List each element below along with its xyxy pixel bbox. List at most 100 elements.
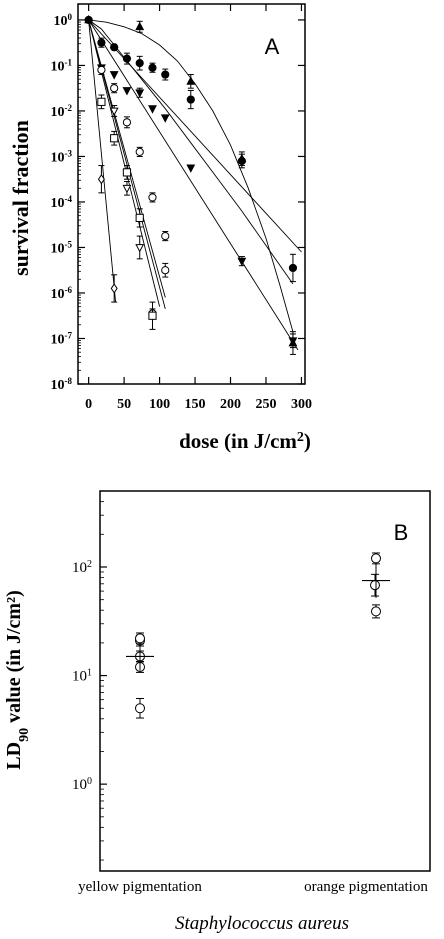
panel-b-data-point bbox=[135, 703, 145, 714]
panel-a-data-point bbox=[97, 97, 106, 106]
panel-a-data-point bbox=[122, 87, 132, 96]
panel-b-y-tick-label-exp: 1 bbox=[87, 667, 92, 678]
panel-a-x-tick-label: 100 bbox=[149, 397, 170, 412]
panel-a-x-tick-label: 200 bbox=[220, 397, 241, 412]
panel-a-data-point bbox=[237, 156, 246, 166]
panel-a-letter: A bbox=[265, 34, 280, 59]
panel-a-y-tick-label: 10-1 bbox=[51, 57, 73, 74]
panel-a-x-tick-label: 300 bbox=[291, 397, 312, 412]
panel-a-y-tick-label: 10-5 bbox=[51, 239, 73, 256]
panel-a-data-point bbox=[122, 184, 132, 194]
panel-a-fit-curve bbox=[88, 19, 161, 307]
panel-a-y-tick-label: 10-7 bbox=[51, 330, 73, 347]
panel-a-data-point bbox=[135, 59, 144, 68]
panel-b-y-tick-label-base: 10 bbox=[72, 669, 87, 685]
panel-a-fit-curve bbox=[88, 19, 117, 303]
panel-b-data-point bbox=[135, 633, 145, 644]
panel-a-y-tick-label-exp: -8 bbox=[65, 376, 73, 386]
panel-b-y-axis-title: LD90 value (in J/cm²) bbox=[3, 590, 32, 769]
panel-b-data-point bbox=[370, 580, 380, 591]
panel-a-data-point bbox=[84, 15, 93, 25]
panel-b-y-tick-label: 101 bbox=[72, 667, 92, 685]
panel-a-x-axis-title-sup: 2 bbox=[297, 430, 304, 445]
panel-a-y-tick-label-exp: 0 bbox=[68, 12, 73, 22]
panel-a-y-tick-label-base: 10 bbox=[51, 287, 65, 302]
panel-b-y-axis-title-suffix: value (in J/cm²) bbox=[3, 590, 25, 728]
panel-a-data-point bbox=[186, 164, 196, 173]
panel-a-data-point bbox=[161, 231, 170, 241]
panel-b-y-axis-title-sub: 90 bbox=[17, 728, 32, 742]
panel-a-y-tick-label-base: 10 bbox=[51, 59, 65, 74]
panel-a-y-tick-label: 100 bbox=[54, 12, 73, 29]
panel-a-data-point bbox=[110, 134, 119, 143]
panel-a-y-tick-label-base: 10 bbox=[51, 378, 65, 393]
panel-a-fit-curve bbox=[88, 19, 294, 285]
panel-a-data-point bbox=[148, 193, 157, 202]
panel-b-data-point bbox=[371, 606, 381, 617]
panel-a-data-point bbox=[122, 168, 132, 177]
panel-a-data-point bbox=[135, 244, 145, 253]
panel-a-data-point bbox=[109, 71, 119, 80]
panel-a-x-tick-label: 250 bbox=[255, 397, 276, 412]
panel-a-y-tick-label-exp: -1 bbox=[65, 57, 73, 67]
panel-a-data-point bbox=[122, 54, 132, 63]
panel-a-y-tick-label-base: 10 bbox=[54, 14, 68, 29]
panel-a-y-tick-label-base: 10 bbox=[51, 105, 65, 120]
panel-a-y-tick-label-exp: -2 bbox=[65, 103, 73, 113]
panel-a-data-point bbox=[161, 70, 170, 79]
panel-a-y-axis-title: survival fraction bbox=[8, 120, 33, 276]
panel-a-y-tick-label-exp: -4 bbox=[65, 194, 73, 204]
panel-a-y-tick-label: 10-2 bbox=[51, 103, 73, 120]
panel-a-x-tick-label: 0 bbox=[85, 397, 92, 412]
panel-a-data-point bbox=[237, 257, 247, 267]
panel-b-y-tick-label: 100 bbox=[72, 776, 92, 794]
panel-a-y-tick-label-exp: -5 bbox=[65, 239, 73, 249]
panel-a-data-point bbox=[186, 95, 195, 104]
panel-a-x-axis-title-close: ) bbox=[304, 429, 311, 453]
panel-a-y-tick-label: 10-3 bbox=[51, 148, 73, 165]
panel-a-y-tick-label: 10-4 bbox=[51, 194, 73, 211]
panel-a-fit-curve bbox=[88, 19, 299, 351]
panel-a-data-point bbox=[161, 266, 170, 275]
panel-b-category-label-orange: orange pigmentation bbox=[304, 879, 428, 895]
panel-a-data-point bbox=[135, 21, 145, 31]
panel-a-data-point bbox=[122, 118, 132, 127]
panel-a-y-tick-label-exp: -6 bbox=[65, 285, 73, 295]
panel-a-data-point bbox=[97, 38, 106, 47]
panel-a-y-tick-label: 10-8 bbox=[51, 376, 73, 393]
panel-a-data-point bbox=[148, 105, 157, 114]
panel-a-data-point bbox=[97, 173, 105, 185]
panel-a-data-point bbox=[148, 63, 157, 72]
panel-a-data-point bbox=[288, 263, 298, 273]
panel-b-y-tick-label: 102 bbox=[72, 559, 92, 577]
panel-a-data-point bbox=[160, 114, 170, 123]
panel-b-y-tick-label-exp: 2 bbox=[87, 559, 92, 570]
panel-b-y-tick-label-exp: 0 bbox=[87, 776, 92, 787]
panel-a-data-point bbox=[110, 43, 119, 51]
panel-a-y-tick-label-base: 10 bbox=[51, 241, 65, 256]
panel-a-data-point bbox=[97, 65, 106, 75]
panel-a-data-point bbox=[135, 147, 144, 157]
panel-b-category-label-yellow: yellow pigmentation bbox=[78, 879, 202, 895]
panel-a-data-point bbox=[186, 76, 196, 85]
panel-a-y-tick-label-base: 10 bbox=[51, 332, 65, 347]
panel-a-frame bbox=[77, 3, 306, 385]
panel-a-data-point bbox=[288, 337, 298, 346]
panel-a-y-tick-label-base: 10 bbox=[51, 196, 65, 211]
panel-b-y-tick-label-base: 10 bbox=[72, 560, 87, 576]
panel-a-x-tick-label: 150 bbox=[185, 397, 206, 412]
panel-a-data-point bbox=[135, 213, 144, 222]
panel-b-frame bbox=[99, 490, 431, 872]
panel-a-y-tick-label-base: 10 bbox=[51, 150, 65, 165]
panel-a-data-point bbox=[135, 89, 145, 98]
panel-a-fit-curve bbox=[88, 19, 294, 332]
panel-a-x-tick-label: 50 bbox=[117, 397, 131, 412]
panel-a-y-tick-label: 10-6 bbox=[51, 285, 73, 302]
panel-b-letter: B bbox=[394, 520, 409, 545]
panel-a-x-axis-title-main: dose (in J/cm bbox=[179, 429, 297, 453]
panel-a-data-point bbox=[148, 311, 157, 320]
panel-a-x-axis-title: dose (in J/cm2) bbox=[179, 429, 311, 453]
